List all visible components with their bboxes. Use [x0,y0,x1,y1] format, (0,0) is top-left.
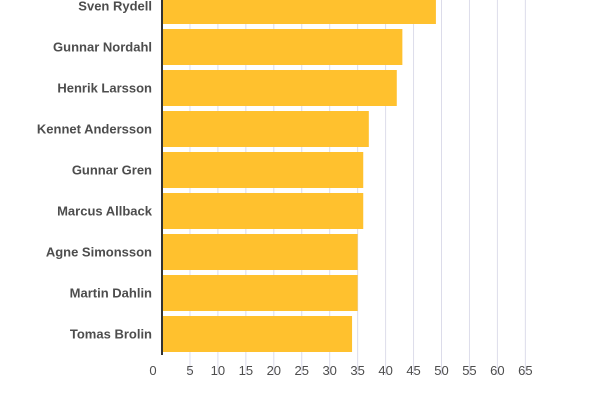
category-label: Sven Rydell [78,0,152,14]
x-tick-label: 45 [406,363,420,378]
bar-martin-dahlin [162,275,358,311]
x-tick-label: 35 [350,363,364,378]
x-tick-label: 40 [378,363,392,378]
x-tick-label: 65 [518,363,532,378]
x-tick-label: 30 [322,363,336,378]
x-tick-label: 20 [267,363,281,378]
bar-marcus-allback [162,193,364,229]
category-label: Martin Dahlin [70,286,152,301]
x-tick-label: 10 [211,363,225,378]
category-label: Gunnar Gren [72,163,152,178]
category-label: Agne Simonsson [46,245,152,260]
category-label: Gunnar Nordahl [53,40,152,55]
bar-henrik-larsson [162,70,397,106]
x-tick-label: 5 [186,363,193,378]
category-label: Henrik Larsson [57,81,152,96]
category-label: Kennet Andersson [37,122,152,137]
bar-gunnar-nordahl [162,29,403,65]
category-labels: Sven Rydell Gunnar Nordahl Henrik Larsson K… [37,0,153,342]
x-tick-label: 55 [462,363,476,378]
x-tick-label: 25 [295,363,309,378]
bar-sven-rydell [162,0,436,24]
x-tick-label: 15 [239,363,253,378]
bar-gunnar-gren [162,152,364,188]
bars [162,0,436,352]
bar-agne-simonsson [162,234,358,270]
bar-tomas-brolin [162,316,353,352]
x-tick-label: 0 [149,363,156,378]
x-tick-label: 50 [434,363,448,378]
bar-kennet-andersson [162,111,369,147]
x-tick-label: 60 [490,363,504,378]
category-label: Tomas Brolin [70,327,152,342]
category-label: Marcus Allback [57,204,153,219]
x-axis-tick-labels: 0 5 10 15 20 25 30 35 40 45 50 55 60 65 [149,363,532,378]
